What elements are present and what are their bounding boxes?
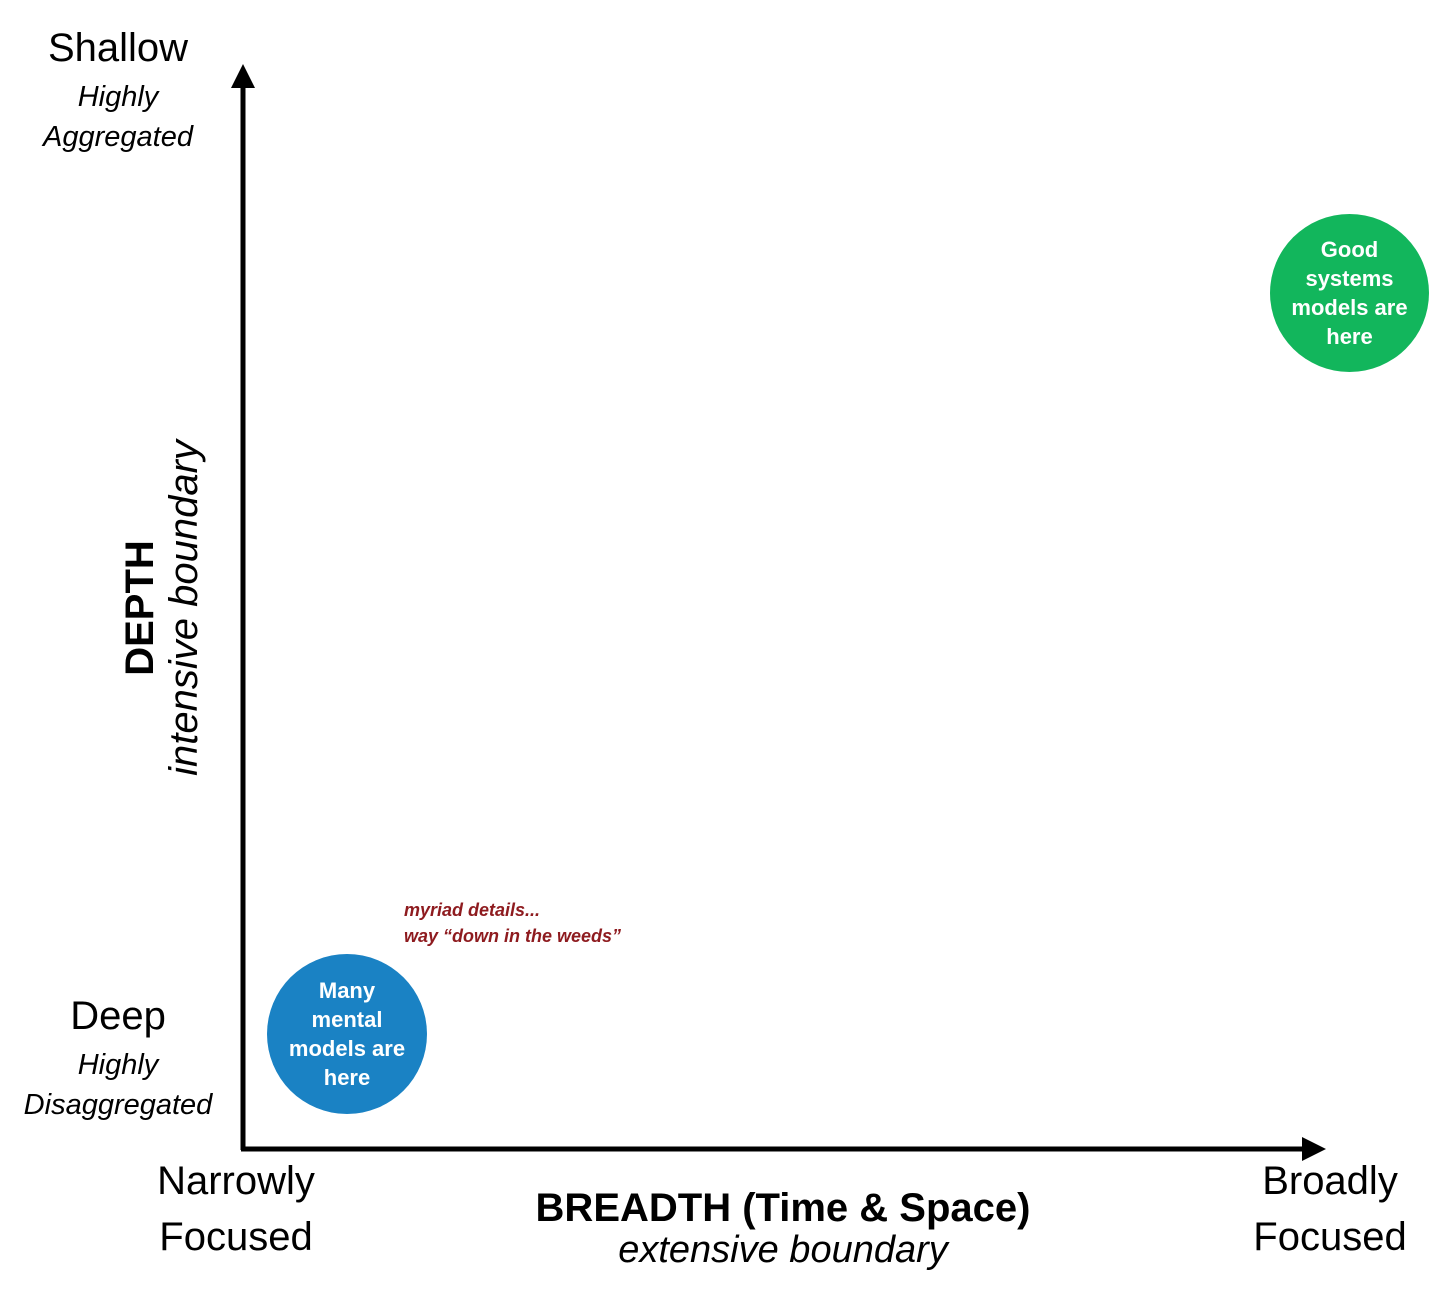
y-axis-top-sublabel-2: Aggregated — [43, 121, 193, 153]
y-axis-top-label: Shallow — [47, 26, 189, 70]
annotation-line-1: myriad details... — [404, 900, 541, 920]
systems-models-bubble-text: Good systems models are here — [1291, 237, 1408, 349]
mental-models-bubble: Many mental models are here — [267, 954, 427, 1114]
x-axis-arrowhead — [1302, 1137, 1326, 1161]
y-axis-bottom-sublabel-2: Disaggregated — [23, 1089, 213, 1121]
y-axis-title: DEPTH intensive boundary — [118, 440, 206, 776]
y-axis-title-sub: intensive boundary — [162, 440, 206, 776]
annotation-line-2: way “down in the weeds” — [404, 926, 622, 946]
mental-models-bubble-text: Many mental models are here — [288, 978, 406, 1090]
x-axis-right-label-2: Focused — [1253, 1215, 1407, 1259]
x-axis-title-main: BREADTH (Time & Space) — [535, 1186, 1031, 1230]
x-axis-left-label-2: Focused — [159, 1215, 313, 1259]
y-axis-bottom-sublabel-1: Highly — [77, 1049, 159, 1081]
y-axis-title-main: DEPTH — [118, 540, 162, 676]
x-axis-title: BREADTH (Time & Space) extensive boundar… — [536, 1187, 1031, 1271]
x-axis-right-label-1: Broadly — [1262, 1159, 1398, 1203]
y-axis-arrowhead — [231, 64, 255, 88]
x-axis-title-sub: extensive boundary — [618, 1229, 948, 1271]
x-axis-left-label-1: Narrowly — [157, 1159, 315, 1203]
weeds-annotation: myriad details... way “down in the weeds… — [404, 897, 621, 949]
systems-models-bubble: Good systems models are here — [1270, 214, 1429, 372]
y-axis-top-sublabel-1: Highly — [77, 81, 159, 113]
y-axis-bottom-label: Deep — [70, 994, 166, 1038]
